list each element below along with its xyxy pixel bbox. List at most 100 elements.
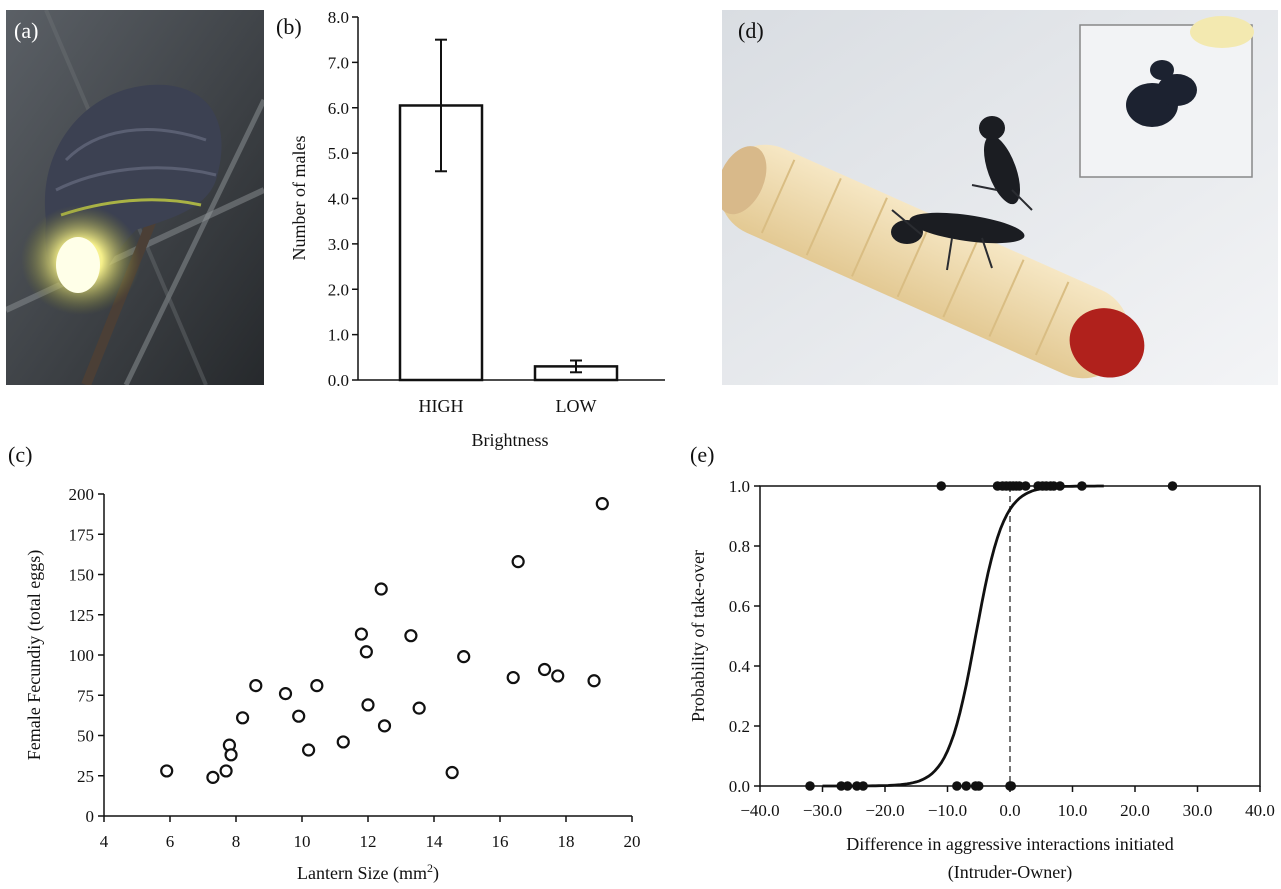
data-point	[292, 709, 306, 723]
data-point-no-takeover	[952, 781, 962, 791]
y-tick-label: 8.0	[328, 8, 349, 27]
y-tick-label: 0.0	[729, 777, 750, 796]
y-tick-label: 200	[69, 485, 95, 504]
data-point	[587, 674, 601, 688]
y-tick-label: 2.0	[328, 280, 349, 299]
x-tick-label: 4	[100, 832, 109, 851]
data-point-no-takeover	[961, 781, 972, 791]
y-axis-title: Female Fecundiy (total eggs)	[24, 550, 45, 760]
data-point	[506, 670, 520, 685]
panel-label-c: (c)	[8, 442, 33, 467]
panel-label-e: (e)	[690, 442, 715, 467]
x-category-label: HIGH	[419, 396, 464, 416]
data-point	[224, 748, 238, 762]
y-tick-label: 3.0	[328, 235, 349, 254]
x-tick-label: 10	[294, 832, 311, 851]
x-tick-label: 10.0	[1058, 801, 1088, 820]
y-tick-label: 50	[77, 727, 94, 746]
x-tick-label: −20.0	[865, 801, 904, 820]
x-axis-title-superscript: 2	[427, 861, 433, 875]
wasp-larva-photo	[722, 10, 1278, 385]
data-point-no-takeover	[805, 781, 815, 791]
x-axis-title-line2: (Intruder-Owner)	[948, 862, 1073, 883]
data-point-no-takeover	[858, 781, 868, 791]
data-point	[249, 678, 263, 693]
scatter-chart-fecundity: 0 25 50 75 100 125 150 175 200 4 6 8 10 12 14 16 18 20 Lan…	[24, 485, 641, 884]
data-point	[377, 719, 392, 733]
data-point	[511, 555, 525, 569]
data-point	[310, 678, 324, 693]
y-tick-label: 1.0	[328, 326, 349, 345]
y-tick-label: 0.8	[729, 537, 750, 556]
data-point-takeover	[1020, 481, 1031, 491]
data-point	[537, 662, 552, 677]
x-axis-title: Lantern Size (mm2)	[297, 861, 439, 884]
data-point	[354, 627, 368, 641]
x-tick-label: −30.0	[803, 801, 842, 820]
data-point-takeover	[936, 481, 947, 491]
x-axis-title-end: )	[433, 863, 439, 884]
y-tick-label: 150	[69, 566, 95, 585]
x-tick-label: 40.0	[1245, 801, 1275, 820]
data-point	[374, 582, 388, 596]
data-point	[219, 764, 233, 778]
x-axis-title: Difference in aggressive interactions in…	[846, 834, 1174, 854]
data-point	[595, 497, 609, 511]
data-point	[359, 645, 373, 659]
firefly-larva-photo	[6, 10, 264, 385]
data-point-no-takeover	[973, 781, 984, 791]
x-tick-label: 6	[166, 832, 175, 851]
y-tick-label: 25	[77, 767, 94, 786]
y-tick-label: 100	[69, 646, 95, 665]
x-tick-label: 12	[360, 832, 377, 851]
data-point	[206, 770, 220, 784]
data-point	[412, 701, 426, 715]
panel-label-b: (b)	[276, 14, 302, 39]
data-point-no-takeover	[842, 781, 853, 791]
y-tick-label: 5.0	[328, 144, 349, 163]
y-tick-label: 1.0	[729, 477, 750, 496]
x-tick-label: −10.0	[928, 801, 967, 820]
panel-label-a: (a)	[14, 18, 39, 43]
x-tick-label: 16	[492, 832, 509, 851]
data-point-no-takeover	[1006, 781, 1017, 791]
x-tick-label: 20.0	[1120, 801, 1150, 820]
data-point	[236, 711, 250, 725]
y-tick-label: 0.4	[729, 657, 751, 676]
x-tick-label: −40.0	[740, 801, 779, 820]
x-tick-label: 14	[426, 832, 444, 851]
logistic-chart-takeover: 0.0 0.2 0.4 0.6 0.8 1.0 −40.0 −30.0 −20.0 −10.0 0.…	[688, 477, 1275, 883]
data-point-takeover	[1167, 481, 1178, 491]
y-tick-label: 125	[69, 606, 95, 625]
y-tick-label: 75	[77, 686, 94, 705]
data-point	[302, 743, 316, 757]
y-tick-label: 0.0	[328, 371, 349, 390]
wasp-larva-illustration	[722, 10, 1278, 385]
y-tick-label: 6.0	[328, 99, 349, 118]
y-tick-label: 0.2	[729, 717, 750, 736]
y-axis-title: Probability of take-over	[688, 550, 708, 722]
panel-label-d: (d)	[738, 18, 764, 43]
x-tick-label: 18	[558, 832, 575, 851]
y-tick-label: 7.0	[328, 53, 349, 72]
x-axis-title: Brightness	[471, 430, 548, 450]
y-axis-title: Number of males	[289, 136, 309, 261]
logistic-curve	[822, 484, 1104, 788]
data-point-takeover	[1077, 481, 1087, 491]
data-point	[278, 687, 293, 701]
data-point	[336, 735, 350, 749]
data-point	[404, 629, 418, 643]
y-tick-label: 0	[86, 807, 95, 826]
y-tick-label: 4.0	[328, 190, 349, 209]
x-tick-label: 20	[624, 832, 641, 851]
x-tick-label: 8	[232, 832, 241, 851]
x-tick-label: 30.0	[1183, 801, 1213, 820]
x-axis-title-main: Lantern Size (mm	[297, 863, 427, 884]
x-tick-label: 0.0	[999, 801, 1020, 820]
data-point	[457, 650, 471, 664]
firefly-larva-illustration	[6, 10, 264, 385]
bar-chart-brightness: 0.0 1.0 2.0 3.0 4.0 5.0 6.0 7.0 8.0 HIGH LOW Bright…	[289, 8, 665, 450]
data-point	[445, 765, 459, 780]
y-tick-label: 175	[69, 525, 95, 544]
y-tick-label: 0.6	[729, 597, 750, 616]
